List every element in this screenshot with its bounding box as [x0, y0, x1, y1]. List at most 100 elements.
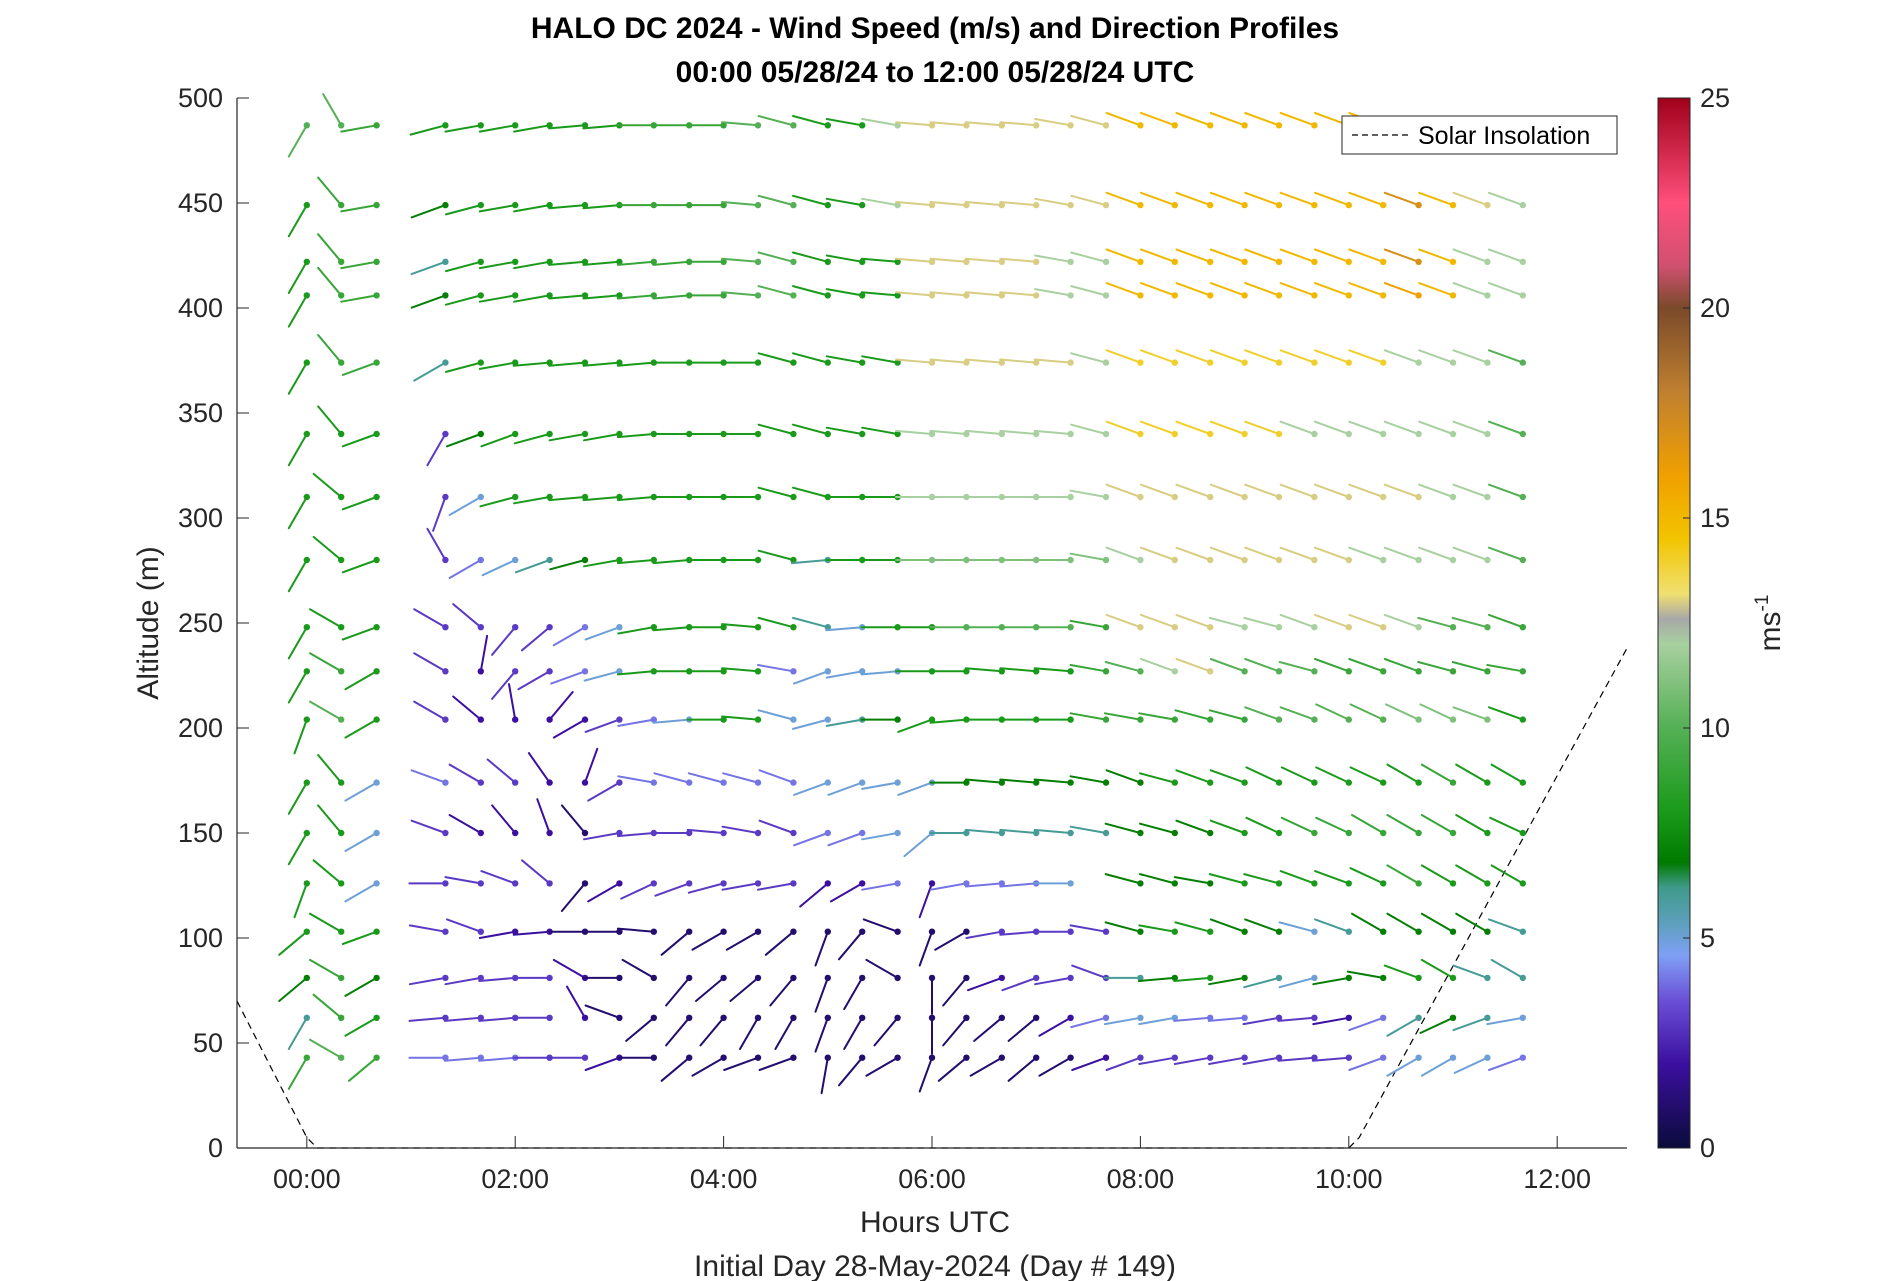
- wind-barb-dot: [720, 716, 727, 723]
- wind-barb-dot: [373, 829, 380, 837]
- wind-barb: [293, 880, 310, 919]
- wind-barb: [1069, 619, 1110, 631]
- wind-barb-stem: [287, 781, 308, 815]
- wind-barb-stem: [827, 832, 864, 847]
- wind-barb: [444, 122, 484, 133]
- wind-barb-stem: [410, 260, 447, 276]
- wind-barb: [1279, 870, 1318, 887]
- wind-barb-dot: [581, 668, 589, 675]
- wind-barb: [793, 668, 831, 685]
- wind-barb-stem: [1105, 613, 1142, 629]
- wind-barb: [448, 556, 484, 579]
- wind-barb-dot: [650, 1054, 657, 1061]
- wind-barb: [942, 1014, 970, 1047]
- wind-barb-dot: [650, 779, 657, 786]
- wind-barb: [1315, 703, 1353, 723]
- wind-barb-dot: [1207, 716, 1214, 723]
- wind-barb-dot: [546, 122, 553, 129]
- wind-barb-dot: [442, 556, 449, 564]
- wind-barb: [1069, 664, 1110, 675]
- wind-barb: [1038, 1014, 1074, 1037]
- y-tick-label: 50: [193, 1028, 223, 1058]
- wind-barb: [1175, 546, 1214, 564]
- wind-barb-stem: [344, 882, 378, 903]
- wind-barb-stem: [825, 355, 864, 364]
- wind-barb-dot: [338, 1014, 345, 1021]
- wind-barb-stem: [1139, 873, 1176, 885]
- wind-barb-stem: [317, 233, 343, 263]
- wind-barb-stem: [1280, 816, 1316, 834]
- wind-barb-stem: [757, 664, 795, 673]
- wind-barb-stem: [999, 121, 1038, 127]
- wind-barb: [999, 358, 1040, 366]
- colorbar-tick-label: 0: [1700, 1133, 1715, 1163]
- wind-barb-stem: [903, 832, 933, 858]
- wind-barb: [999, 291, 1040, 299]
- wind-barb-dot: [1415, 829, 1422, 837]
- wind-barb-stem: [409, 124, 447, 136]
- wind-barb: [1138, 712, 1179, 723]
- wind-barb-stem: [1279, 191, 1316, 207]
- wind-barb: [1314, 420, 1353, 438]
- wind-barb-dot: [477, 1014, 484, 1021]
- wind-barb-dot: [581, 880, 589, 887]
- wind-barb: [1278, 921, 1318, 935]
- wind-barb-dot: [477, 122, 484, 129]
- wind-barb-dot: [1415, 493, 1422, 501]
- wind-barb: [1490, 958, 1527, 982]
- wind-barb-stem: [1175, 658, 1212, 673]
- wind-barb: [1486, 1014, 1527, 1026]
- wind-barb: [865, 958, 901, 982]
- wind-barb: [721, 623, 762, 631]
- wind-barb: [929, 291, 970, 299]
- wind-barb-stem: [1314, 658, 1350, 673]
- wind-barb: [340, 292, 380, 303]
- wind-barb-stem: [341, 930, 378, 945]
- wind-barb-dot: [1033, 1054, 1040, 1061]
- wind-barb: [1455, 864, 1491, 887]
- wind-barb-stem: [1209, 282, 1246, 297]
- wind-barb: [862, 918, 901, 935]
- wind-barb-stem: [895, 358, 933, 364]
- wind-barb-stem: [513, 294, 551, 303]
- wind-barb-stem: [616, 260, 655, 266]
- wind-barb: [964, 828, 1005, 837]
- wind-barb: [827, 829, 866, 847]
- x-axis-label: Hours UTC: [860, 1206, 1010, 1239]
- wind-barb-stem: [1244, 112, 1280, 127]
- wind-barb-stem: [964, 667, 1003, 673]
- wind-barb-dot: [754, 928, 762, 935]
- wind-barb-dot: [1207, 122, 1214, 129]
- wind-barb-dot: [998, 292, 1005, 299]
- wind-barb-stem: [790, 559, 829, 565]
- wind-barb-stem: [721, 667, 759, 673]
- wind-barb-stem: [560, 804, 586, 834]
- wind-barb: [1279, 349, 1318, 366]
- wind-barb: [1069, 489, 1110, 501]
- wind-barb-stem: [287, 832, 308, 866]
- wind-barb-stem: [814, 1016, 829, 1053]
- wind-barb-stem: [757, 115, 795, 127]
- wind-barb-dot: [1207, 430, 1214, 438]
- wind-barb: [1209, 819, 1248, 837]
- wind-barb-dot: [963, 974, 970, 982]
- wind-barb-stem: [1140, 191, 1176, 207]
- wind-barb: [413, 359, 449, 382]
- wind-barb-stem: [340, 204, 378, 213]
- wind-barb-stem: [1105, 483, 1142, 498]
- wind-barb: [665, 974, 693, 1007]
- wind-barb-dot: [859, 258, 866, 265]
- wind-barb-stem: [691, 1056, 725, 1077]
- wind-barb-stem: [1314, 420, 1350, 435]
- wind-barb: [616, 927, 657, 935]
- wind-barb: [1420, 763, 1457, 786]
- wind-barb-dot: [1102, 928, 1110, 935]
- wind-barb-dot: [1449, 1054, 1457, 1061]
- wind-barb-stem: [1278, 976, 1316, 989]
- wind-barb-dot: [1484, 974, 1491, 982]
- wind-barb: [1209, 349, 1248, 366]
- wind-barb-stem: [1038, 1016, 1072, 1037]
- wind-barb-dot: [1449, 829, 1457, 837]
- wind-barb-stem: [566, 985, 586, 1019]
- wind-barb: [584, 1004, 623, 1021]
